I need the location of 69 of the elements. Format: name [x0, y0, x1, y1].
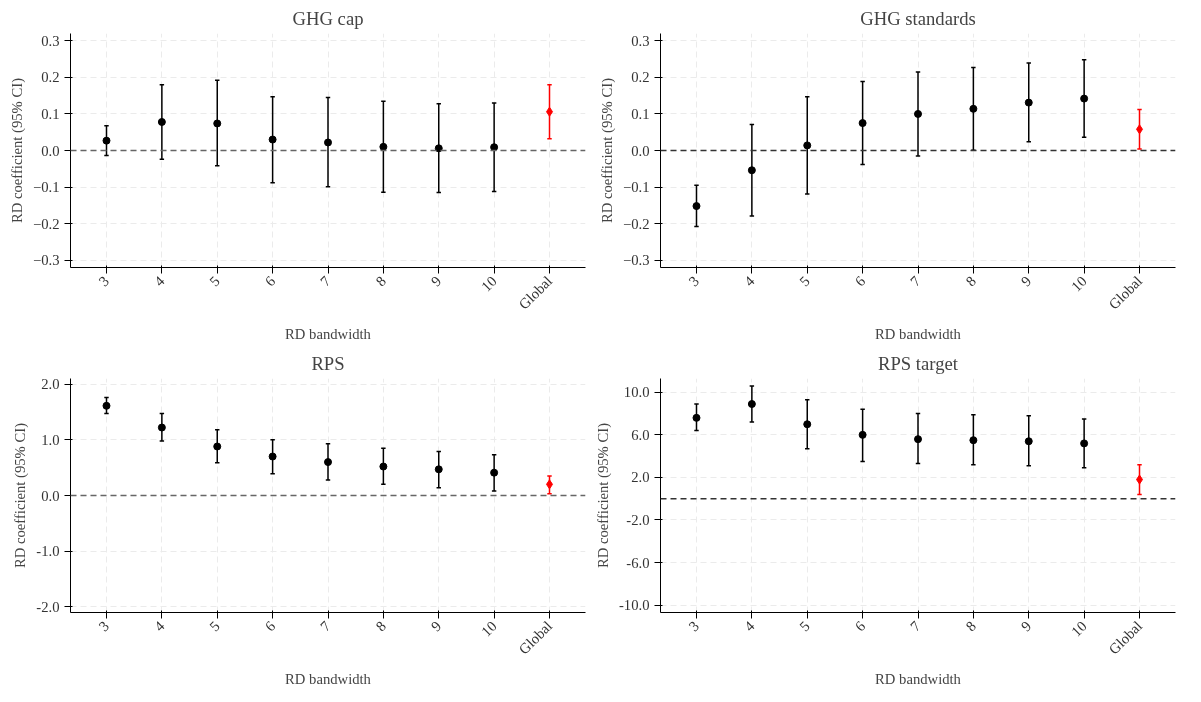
x-tick-label: 4 [151, 272, 168, 290]
chart-title: GHG cap [292, 7, 364, 29]
y-tick-label: 0.3 [41, 32, 60, 49]
y-tick-label: 0.1 [631, 105, 650, 122]
y-tick-label: 10.0 [623, 384, 650, 401]
x-tick-label: 10 [1068, 272, 1090, 295]
y-tick-label: 2.0 [631, 469, 650, 486]
x-tick-label: 9 [427, 272, 445, 290]
chart-title: GHG standards [860, 7, 976, 29]
y-tick-label: 0.2 [631, 69, 650, 86]
x-tick-label: 5 [206, 272, 223, 290]
x-axis-title: RD bandwidth [875, 671, 962, 688]
y-tick-label: −0.1 [32, 179, 60, 196]
x-tick-label: 7 [317, 272, 334, 290]
x-tick-label: 3 [685, 272, 703, 290]
x-tick-label: 9 [1017, 617, 1035, 635]
y-tick-label: 6.0 [631, 426, 650, 443]
x-axis-title: RD bandwidth [285, 671, 372, 688]
x-tick-label: 10 [1068, 617, 1090, 640]
x-tick-label: 8 [372, 617, 390, 635]
y-tick-label: -10.0 [618, 597, 650, 614]
x-tick-label: 10 [478, 617, 500, 640]
y-tick-label: −0.2 [622, 215, 650, 232]
x-tick-label: 5 [796, 617, 813, 635]
x-tick-label: 7 [317, 617, 334, 635]
y-axis-title: RD coefficient (95% CI) [594, 422, 612, 569]
x-tick-label: 10 [478, 272, 500, 295]
x-tick-label: 3 [685, 617, 703, 635]
x-tick-label: 5 [796, 272, 813, 290]
y-tick-label: -1.0 [36, 543, 60, 560]
x-tick-label: 9 [1017, 272, 1035, 290]
y-axis-title: RD coefficient (95% CI) [598, 77, 616, 224]
x-axis-title: RD bandwidth [875, 326, 962, 343]
x-tick-label: 4 [741, 617, 758, 635]
x-tick-label: 4 [151, 617, 168, 635]
x-tick-label: 7 [907, 617, 924, 635]
x-tick-label: 4 [741, 272, 758, 290]
x-tick-label: 6 [851, 272, 869, 290]
x-tick-label: 3 [95, 617, 113, 635]
y-tick-label: 2.0 [41, 376, 60, 393]
y-tick-label: 0.2 [41, 69, 60, 86]
y-tick-label: 0.0 [41, 487, 60, 504]
chart-title: RPS target [878, 352, 959, 374]
x-tick-label: 8 [372, 272, 390, 290]
x-tick-label: 5 [206, 617, 223, 635]
y-tick-label: −0.3 [622, 252, 650, 269]
x-tick-label: 3 [95, 272, 113, 290]
y-tick-label: 1.0 [41, 431, 60, 448]
y-axis-title: RD coefficient (95% CI) [8, 77, 26, 224]
y-tick-label: −0.3 [32, 252, 60, 269]
x-tick-label: 8 [962, 617, 980, 635]
y-tick-label: −0.1 [622, 179, 650, 196]
x-tick-label: 6 [261, 617, 279, 635]
y-tick-label: 0.0 [631, 142, 650, 159]
y-axis-title: RD coefficient (95% CI) [12, 422, 30, 569]
y-tick-label: 0.1 [41, 105, 60, 122]
x-tick-label: 6 [851, 617, 869, 635]
y-tick-label: 0.0 [41, 142, 60, 159]
y-tick-label: −0.2 [32, 215, 60, 232]
x-axis-title: RD bandwidth [285, 326, 372, 343]
x-tick-label: 9 [427, 617, 445, 635]
y-tick-label: -2.0 [36, 598, 60, 615]
y-tick-label: 0.3 [631, 32, 650, 49]
y-tick-label: -6.0 [626, 554, 650, 571]
x-tick-label: 6 [261, 272, 279, 290]
chart-title: RPS [311, 352, 345, 374]
y-tick-label: -2.0 [626, 511, 650, 528]
x-tick-label: 7 [907, 272, 924, 290]
x-tick-label: 8 [962, 272, 980, 290]
